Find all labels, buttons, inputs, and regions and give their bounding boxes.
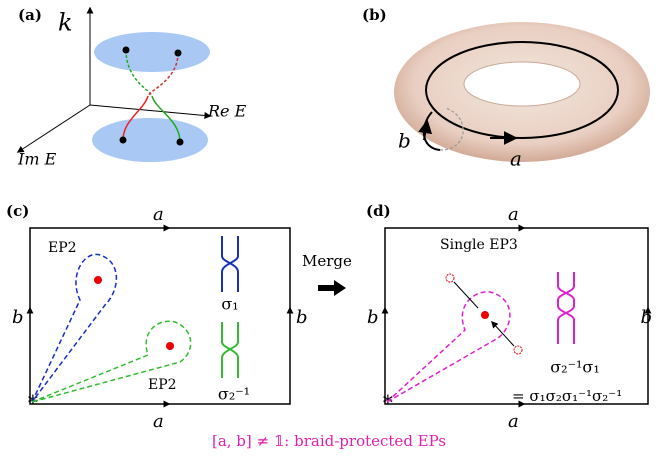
ep-label: EP2 xyxy=(148,377,177,393)
axis-label: k xyxy=(58,9,73,37)
braid-label: σ₂⁻¹ xyxy=(218,385,250,404)
panel-label: (a) xyxy=(18,6,42,24)
panel-c: (c) ∗ EP2 EP2 σ₁ σ₂⁻¹ a a b b xyxy=(6,202,308,432)
loop-label: b xyxy=(398,129,411,153)
edge-label: a xyxy=(508,204,519,225)
panel-a: (a) k Re E Im E xyxy=(17,6,247,169)
figure: (a) k Re E Im E (b) b a (c) ∗ EP2 EP2 σ₁… xyxy=(0,0,658,459)
ep-label: EP2 xyxy=(48,240,77,256)
braid-label: σ₂⁻¹σ₁ xyxy=(550,358,600,377)
edge-label: a xyxy=(153,411,164,432)
edge-label: b xyxy=(640,307,652,328)
svg-text:∗: ∗ xyxy=(26,387,40,411)
svg-text:∗: ∗ xyxy=(381,387,395,411)
panel-label: (c) xyxy=(6,202,29,220)
panel-b: (b) b a xyxy=(362,6,650,171)
caption: [a, b] ≠ 𝟙: braid-protected EPs xyxy=(212,432,446,450)
axis-label: Re E xyxy=(207,102,247,121)
axis-label: Im E xyxy=(17,150,57,169)
edge-label: b xyxy=(367,307,379,328)
edge-label: b xyxy=(12,307,24,328)
ep-label: Single EP3 xyxy=(440,237,518,253)
merge: Merge xyxy=(302,252,352,296)
loop-label: a xyxy=(510,147,522,171)
panel-label: (b) xyxy=(362,6,387,24)
merge-label: Merge xyxy=(302,252,352,270)
edge-label: b xyxy=(296,307,308,328)
edge-label: a xyxy=(508,411,519,432)
braid-label: σ₁ xyxy=(221,295,238,314)
braid-expansion: = σ₁σ₂σ₁⁻¹σ₂⁻¹ xyxy=(512,387,622,405)
edge-label: a xyxy=(153,204,164,225)
panel-d: (d) ∗ Single EP3 σ₂⁻¹σ₁ = σ₁σ₂σ₁⁻¹σ₂⁻¹ a… xyxy=(366,202,652,432)
panel-label: (d) xyxy=(366,202,391,220)
